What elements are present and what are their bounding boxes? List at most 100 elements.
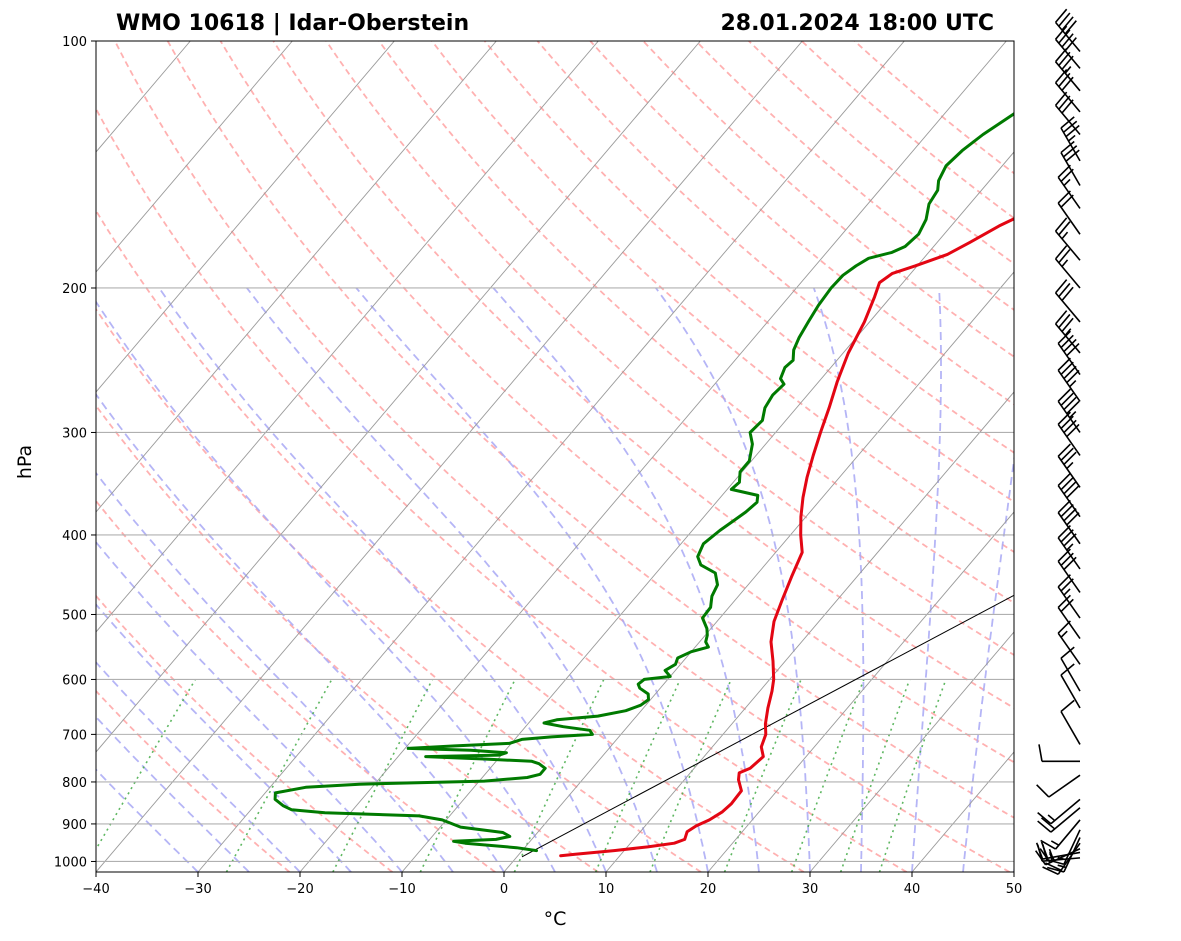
wind-barb-flag	[1057, 357, 1071, 371]
wind-barb-flag	[1058, 248, 1071, 264]
y-tick-label: 1000	[54, 855, 87, 870]
y-axis-label: hPa	[14, 445, 36, 479]
wind-barb	[1057, 499, 1081, 545]
x-tick-label: −10	[388, 882, 415, 897]
isotherm-line	[96, 41, 293, 273]
y-axis-ticks: 100 200 300 400 500 600 700 800 900 1000	[54, 35, 96, 870]
wind-barb	[1042, 842, 1081, 876]
wind-barb-flag	[1061, 16, 1074, 31]
wind-barb	[1047, 837, 1081, 873]
moist-adiabat-line	[812, 287, 865, 872]
wind-barb-half-flag	[1057, 864, 1067, 869]
wind-barb-shaft	[1050, 807, 1081, 833]
isotherm-line	[503, 271, 1014, 872]
wind-barb	[1054, 279, 1081, 323]
wind-barb-shaft	[1060, 152, 1081, 186]
wind-barb	[1060, 116, 1081, 162]
wind-barb	[1060, 699, 1081, 745]
x-tick-label: −40	[82, 882, 109, 897]
wind-barb	[1057, 594, 1081, 640]
wind-barb-shaft	[1057, 176, 1081, 209]
sounding-profiles	[273, 111, 1014, 858]
wind-barb-flag	[1065, 124, 1080, 138]
wind-barbs	[1035, 8, 1081, 876]
wind-barb-flag	[1058, 12, 1071, 27]
wind-barb	[1057, 443, 1081, 488]
wind-barb-shaft	[1054, 82, 1081, 113]
isotherm-line	[707, 511, 1014, 872]
wind-barb-flag	[1057, 499, 1071, 514]
wind-barb-half-flag	[1064, 66, 1072, 74]
wind-barb-shaft	[1060, 127, 1081, 162]
wind-barb	[1047, 829, 1081, 866]
wind-barb-flag	[1066, 512, 1080, 526]
wind-barb-flag	[1057, 594, 1071, 609]
wind-barb-flag	[1040, 841, 1049, 859]
wind-barb-flag	[1065, 149, 1080, 162]
wind-barb-shaft	[1063, 837, 1081, 873]
wind-barb-flag	[1060, 392, 1074, 406]
wind-barb-shaft	[1054, 61, 1081, 92]
isotherm-line	[197, 41, 905, 872]
wind-barb-flag	[1040, 839, 1056, 850]
plot-frame	[95, 40, 1015, 873]
y-tick-label: 800	[62, 776, 87, 791]
wind-barb-flag	[1035, 842, 1044, 860]
x-tick-label: −20	[286, 882, 313, 897]
wind-barb-shaft	[1054, 104, 1081, 136]
wind-barb	[1057, 388, 1081, 433]
wind-barb-half-flag	[1057, 856, 1067, 861]
mixing-ratio-line	[419, 679, 516, 872]
wind-barb-half-flag	[1049, 853, 1056, 862]
wind-barb-flag	[1063, 365, 1077, 380]
parcel-path-line	[521, 594, 1014, 858]
wind-barb-half-flag	[1066, 543, 1074, 551]
wind-barb-flag	[1062, 145, 1078, 158]
isobar-gridlines	[96, 41, 1014, 863]
wind-barb-shaft	[1057, 485, 1081, 518]
wind-barb-flag	[1036, 784, 1050, 798]
wind-barb-flag	[1060, 415, 1074, 429]
wind-barb-flag	[1066, 485, 1080, 499]
wind-barb-shaft	[1054, 38, 1081, 69]
wind-barb-shaft	[1057, 607, 1081, 640]
moist-adiabat-line	[911, 287, 942, 872]
wind-barb-flag	[1054, 25, 1068, 40]
y-tick-label: 500	[62, 608, 87, 623]
wind-barb-flag	[1054, 8, 1068, 23]
x-tick-label: 30	[802, 882, 819, 897]
wind-barb-flag	[1045, 862, 1062, 871]
moist-adiabat-line	[96, 471, 454, 872]
y-tick-label: 900	[62, 818, 87, 833]
x-tick-label: −30	[184, 882, 211, 897]
y-tick-label: 700	[62, 728, 87, 743]
wind-barb-flag	[1060, 334, 1074, 349]
wind-barb-flag	[1047, 866, 1065, 873]
wind-barb-shaft	[1054, 230, 1081, 261]
wind-barb-shaft	[1063, 829, 1081, 865]
wind-barb-flag	[1057, 443, 1071, 457]
wind-barb-shaft	[1054, 21, 1081, 53]
moist-adiabat-line	[96, 660, 301, 872]
y-tick-label: 300	[62, 426, 87, 441]
moist-adiabat-line	[492, 287, 760, 872]
isotherm-line	[96, 41, 701, 753]
wind-barb-half-flag	[1067, 134, 1076, 142]
wind-barb-half-flag	[1061, 259, 1069, 268]
wind-barb	[1054, 25, 1081, 69]
moist-adiabat-line	[96, 392, 505, 872]
chart-title-station: WMO 10618 | Idar-Oberstein	[116, 11, 469, 36]
dry-adiabat-line	[96, 307, 702, 872]
wind-barb-flag	[1038, 744, 1043, 762]
wind-barb	[1038, 744, 1080, 763]
dry-adiabat-line	[96, 107, 908, 872]
wind-barb	[1057, 330, 1081, 376]
wind-barb	[1057, 472, 1081, 518]
wind-barb-flag	[1066, 423, 1080, 438]
wind-barb-flag	[1061, 33, 1074, 48]
wind-barb-shaft	[1057, 369, 1081, 402]
isotherm-line	[96, 41, 395, 393]
wind-barb-flag	[1060, 116, 1075, 129]
wind-barb-shaft	[1060, 674, 1081, 709]
